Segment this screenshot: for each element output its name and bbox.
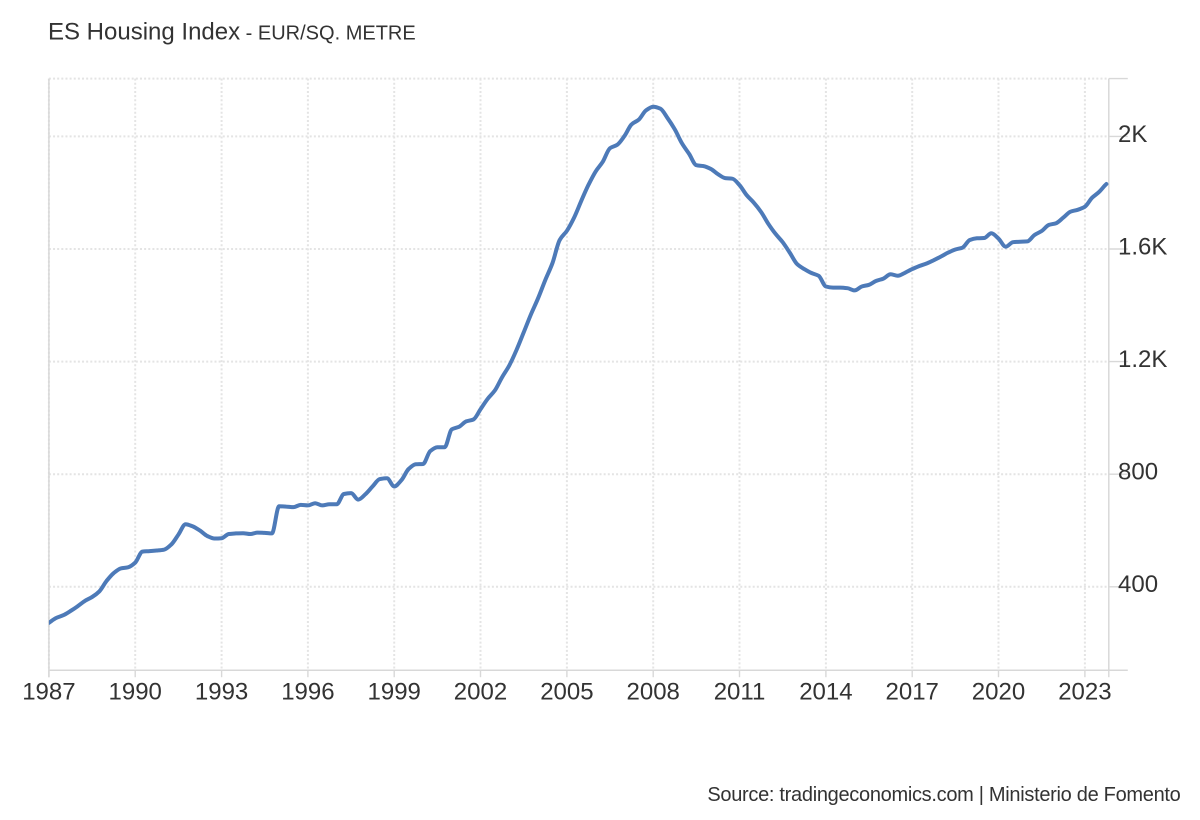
svg-text:2020: 2020 [972, 678, 1025, 705]
svg-text:1999: 1999 [368, 678, 421, 705]
svg-text:1.6K: 1.6K [1118, 233, 1167, 260]
svg-text:Source: tradingeconomics.com |: Source: tradingeconomics.com | Ministeri… [707, 784, 1180, 806]
svg-text:2023: 2023 [1058, 678, 1111, 705]
svg-text:2005: 2005 [540, 678, 593, 705]
svg-text:400: 400 [1118, 571, 1158, 598]
svg-text:1.2K: 1.2K [1118, 346, 1167, 373]
svg-text:2017: 2017 [886, 678, 939, 705]
svg-text:2008: 2008 [627, 678, 680, 705]
svg-text:1987: 1987 [22, 678, 75, 705]
svg-text:2014: 2014 [799, 678, 852, 705]
svg-text:800: 800 [1118, 459, 1158, 486]
svg-text:1990: 1990 [109, 678, 162, 705]
svg-text:ES Housing Index - EUR/SQ. MET: ES Housing Index - EUR/SQ. METRE [48, 19, 416, 46]
svg-text:1996: 1996 [281, 678, 334, 705]
svg-text:1993: 1993 [195, 678, 248, 705]
svg-text:2K: 2K [1118, 121, 1147, 148]
svg-text:2002: 2002 [454, 678, 507, 705]
svg-text:2011: 2011 [714, 678, 766, 705]
